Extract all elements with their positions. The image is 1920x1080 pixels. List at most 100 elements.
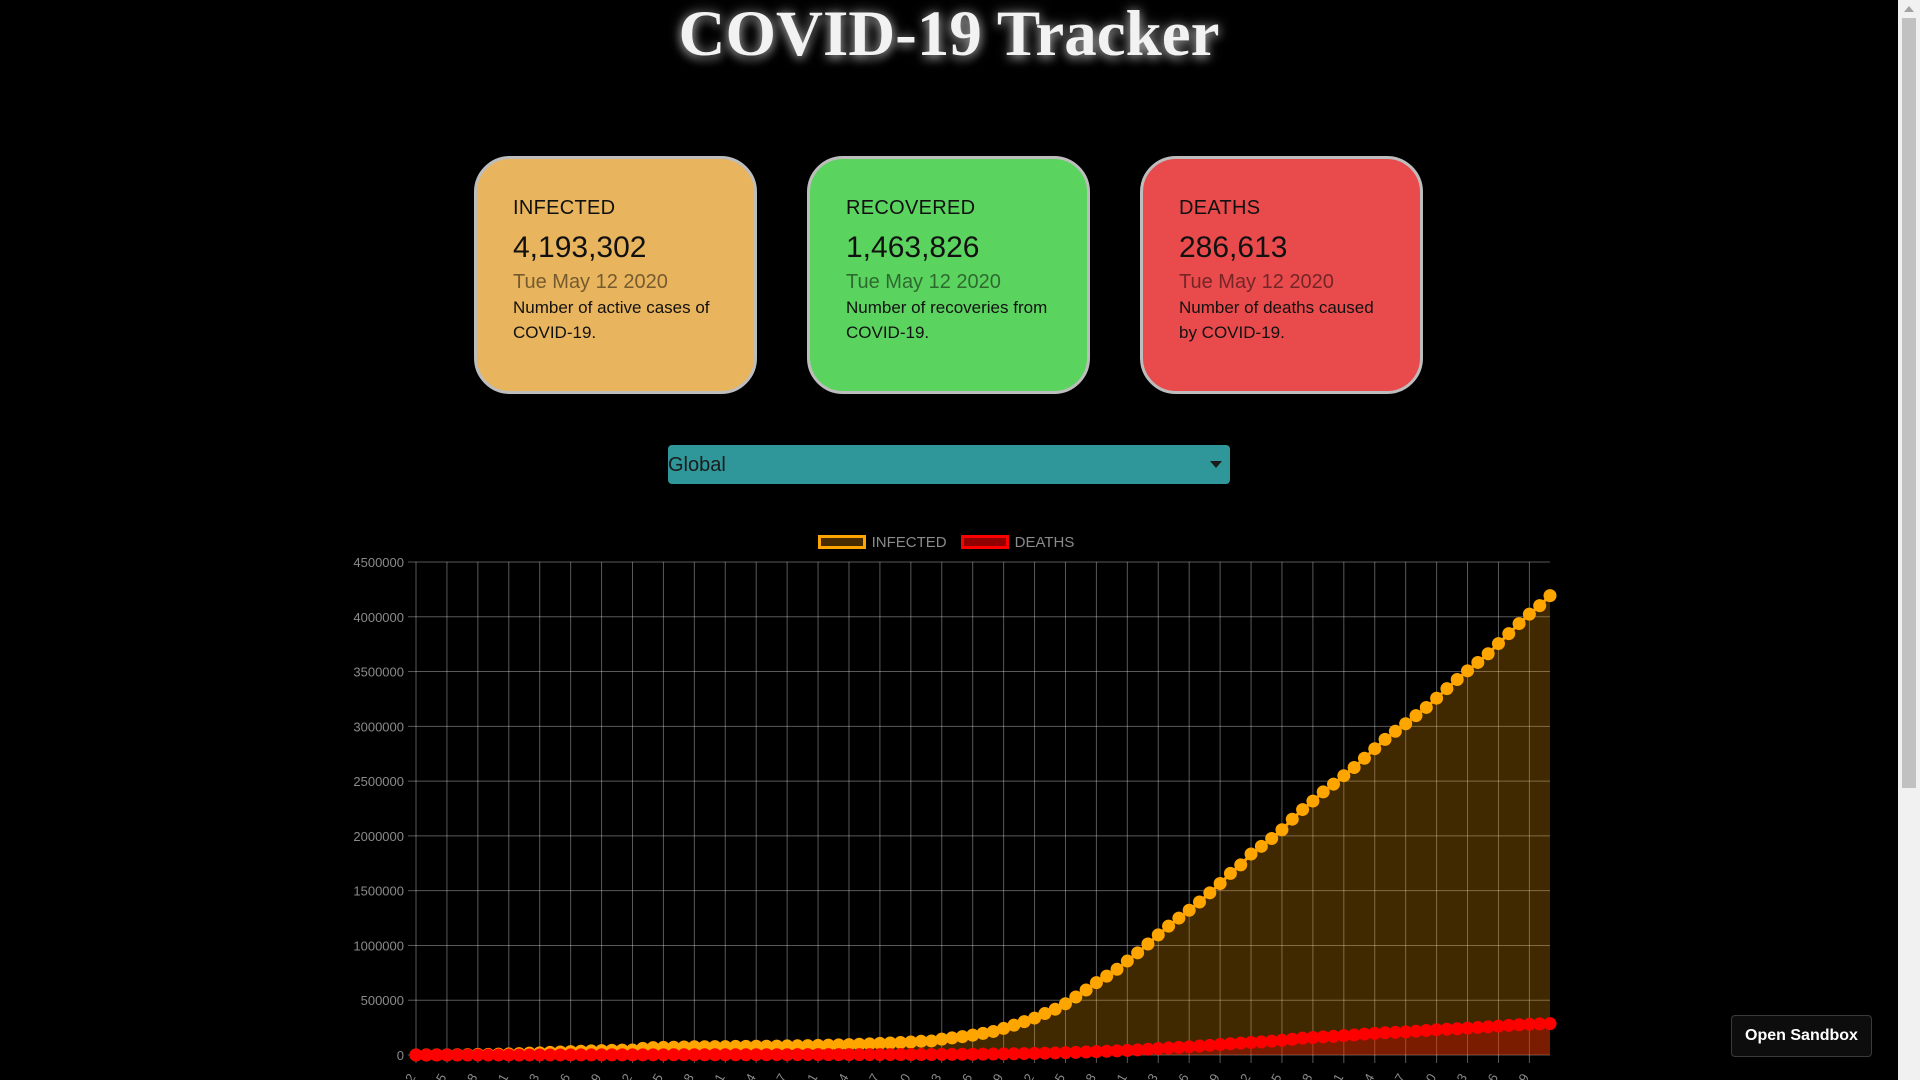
data-point-infected	[1430, 691, 1444, 705]
data-point-infected	[832, 1038, 846, 1052]
x-tick-label: 09	[1202, 1071, 1222, 1080]
infected-card-value: 4,193,302	[513, 231, 647, 264]
x-tick-label: 27	[770, 1071, 790, 1080]
data-point-infected	[1337, 769, 1351, 783]
recovered-card-description: Number of recoveries from COVID-19.	[846, 298, 1048, 342]
data-point-infected	[1471, 655, 1485, 669]
data-point-deaths	[1058, 1046, 1072, 1060]
data-point-deaths	[832, 1048, 846, 1062]
data-point-deaths	[1151, 1042, 1165, 1056]
data-point-deaths	[811, 1048, 825, 1062]
y-tick-label: 3000000	[353, 719, 404, 734]
data-point-infected	[1028, 1011, 1042, 1025]
data-point-deaths	[605, 1048, 619, 1062]
data-point-infected	[1461, 664, 1475, 678]
scrollbar-thumb[interactable]	[1902, 18, 1916, 788]
country-select[interactable]: Global	[668, 445, 1230, 484]
data-point-deaths	[1522, 1017, 1536, 1031]
y-tick-label: 4500000	[353, 555, 404, 570]
x-tick-label: 27	[1388, 1071, 1408, 1080]
data-point-deaths	[1141, 1042, 1155, 1056]
page-title: COVID-19 Tracker	[678, 0, 1220, 70]
data-point-infected	[1058, 997, 1072, 1011]
legend-swatch-deaths	[960, 535, 1009, 549]
data-point-infected	[894, 1036, 908, 1050]
data-point-deaths	[904, 1048, 918, 1062]
open-sandbox-button[interactable]: Open Sandbox	[1731, 1015, 1872, 1057]
x-tick-label: 19	[986, 1071, 1006, 1080]
data-point-deaths	[1368, 1026, 1382, 1040]
data-point-infected	[1265, 831, 1279, 845]
y-tick-label: 2000000	[353, 829, 404, 844]
chart-legend: INFECTED DEATHS	[0, 532, 1898, 552]
data-point-deaths	[894, 1048, 908, 1062]
x-tick-label: 31	[1110, 1071, 1130, 1080]
data-point-infected	[1285, 812, 1299, 826]
x-tick-label: 22	[1017, 1071, 1037, 1080]
x-tick-label: 06	[1172, 1071, 1192, 1080]
data-point-deaths	[1481, 1020, 1495, 1034]
data-point-deaths	[780, 1048, 794, 1062]
data-point-infected	[1038, 1007, 1052, 1021]
data-point-infected	[1151, 928, 1165, 942]
data-point-infected	[1357, 751, 1371, 765]
data-point-deaths	[1203, 1038, 1217, 1052]
deaths-card: DEATHS 286,613 Tue May 12 2020 Number of…	[1140, 156, 1423, 394]
data-point-infected	[1254, 839, 1268, 853]
data-point-infected	[1512, 617, 1526, 631]
x-tick-label: 18	[1295, 1071, 1315, 1080]
data-point-deaths	[1450, 1022, 1464, 1036]
data-point-deaths	[997, 1047, 1011, 1061]
data-point-deaths	[522, 1048, 536, 1062]
data-point-deaths	[770, 1048, 784, 1062]
data-point-deaths	[1388, 1025, 1402, 1039]
series-area-infected	[416, 595, 1550, 1055]
x-tick-label: 16	[955, 1071, 975, 1080]
data-point-deaths	[1430, 1023, 1444, 1037]
data-point-deaths	[419, 1048, 433, 1062]
x-tick-label: 15	[1264, 1071, 1284, 1080]
data-point-deaths	[1543, 1017, 1557, 1031]
x-tick-label: 22	[398, 1071, 418, 1080]
vertical-scrollbar[interactable]	[1898, 0, 1920, 1080]
data-point-deaths	[842, 1048, 856, 1062]
data-point-deaths	[1213, 1038, 1227, 1052]
data-point-deaths	[749, 1048, 763, 1062]
data-point-infected	[1522, 607, 1536, 621]
data-point-infected	[1378, 732, 1392, 746]
data-point-infected	[966, 1028, 980, 1042]
data-point-infected	[1450, 673, 1464, 687]
data-point-infected	[1327, 777, 1341, 791]
data-point-deaths	[863, 1048, 877, 1062]
data-point-deaths	[801, 1048, 815, 1062]
data-point-deaths	[1399, 1025, 1413, 1039]
x-tick-label: 12	[615, 1071, 635, 1080]
data-point-deaths	[450, 1048, 464, 1062]
data-point-deaths	[1378, 1026, 1392, 1040]
legend-item-deaths[interactable]: DEATHS	[960, 534, 1074, 551]
data-point-infected	[842, 1038, 856, 1052]
data-point-infected	[935, 1032, 949, 1046]
x-tick-label: 01	[800, 1071, 820, 1080]
data-point-deaths	[1533, 1017, 1547, 1031]
data-point-infected	[1388, 724, 1402, 738]
data-point-deaths	[698, 1048, 712, 1062]
recovered-card-value: 1,463,826	[846, 231, 980, 264]
data-point-deaths	[1471, 1020, 1485, 1034]
data-point-deaths	[1100, 1044, 1114, 1058]
data-point-infected	[1162, 919, 1176, 933]
data-point-deaths	[502, 1048, 516, 1062]
data-point-deaths	[656, 1048, 670, 1062]
scroll-up-arrow-icon[interactable]	[1904, 6, 1914, 12]
legend-item-infected[interactable]: INFECTED	[817, 534, 947, 551]
data-point-infected	[955, 1030, 969, 1044]
data-point-infected	[821, 1038, 835, 1052]
data-point-infected	[986, 1024, 1000, 1038]
data-point-infected	[1079, 983, 1093, 997]
x-tick-label: 21	[708, 1071, 728, 1080]
data-point-infected	[873, 1036, 887, 1050]
data-point-infected	[852, 1037, 866, 1051]
data-point-deaths	[1306, 1031, 1320, 1045]
data-point-deaths	[1162, 1041, 1176, 1055]
